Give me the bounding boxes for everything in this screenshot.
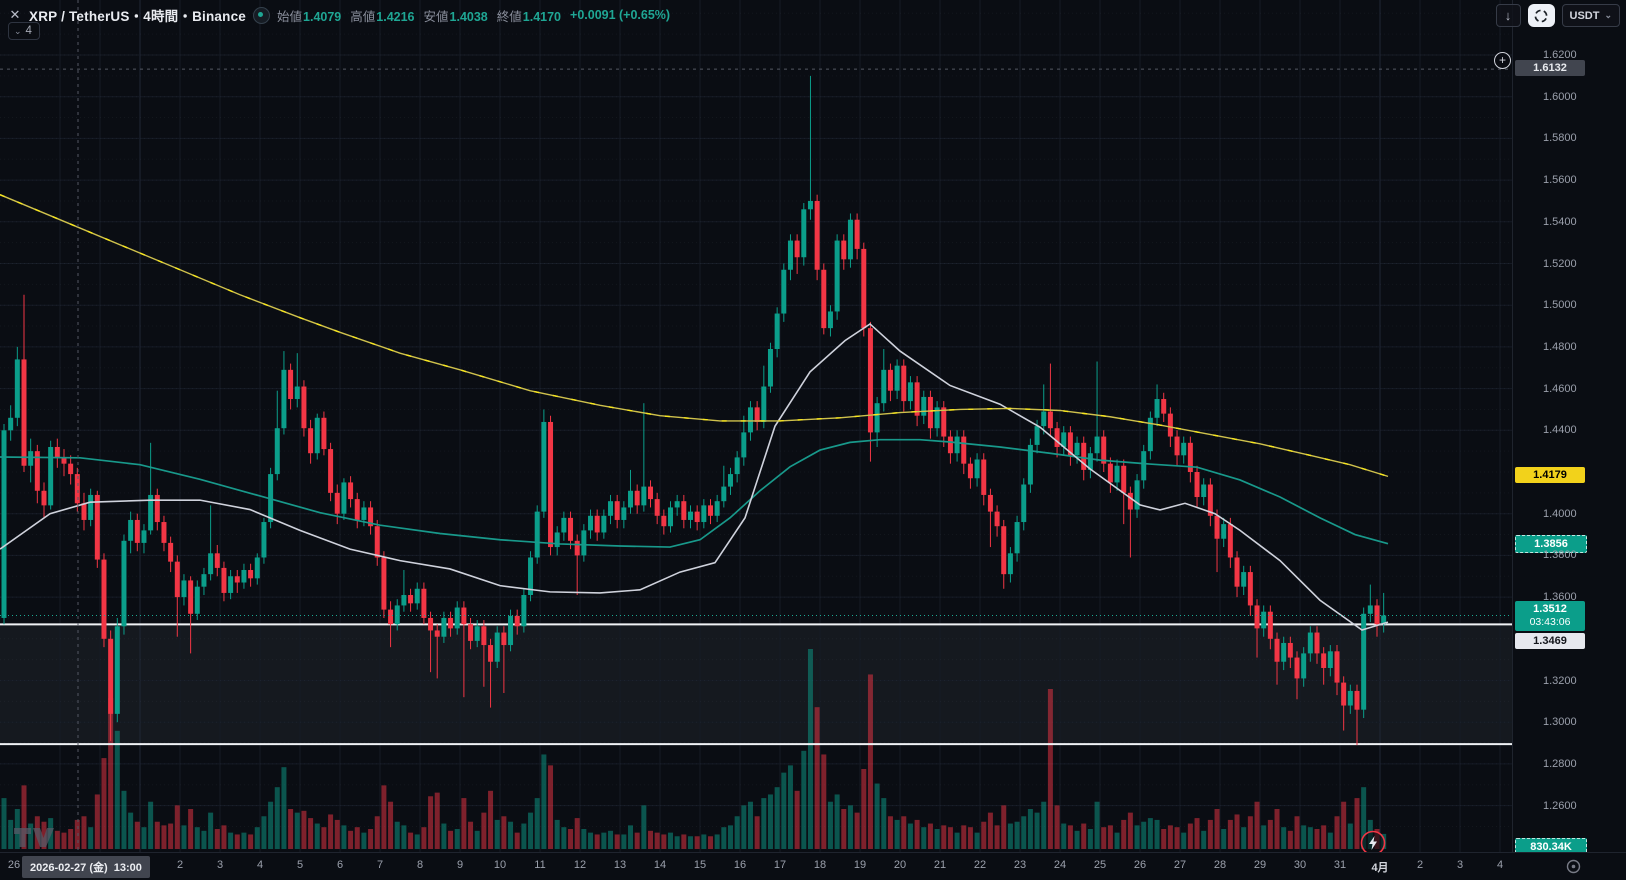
high-value: 1.4216 [376, 9, 415, 24]
time-tick: 2 [176, 859, 184, 871]
time-tick: 22 [973, 859, 987, 871]
price-tick: 1.3600 [1543, 591, 1577, 604]
crosshair-date-label: 2026-02-27 (金) 13:00 [22, 856, 150, 878]
price-tick: 1.3800 [1543, 549, 1577, 562]
axis-settings-icon[interactable] [1565, 858, 1582, 875]
time-tick: 23 [1013, 859, 1027, 871]
time-tick: 6 [336, 859, 344, 871]
change-value: +0.0091 (+0.65%) [570, 8, 671, 22]
open-value: 1.4079 [303, 9, 342, 24]
last-price-label: 1.3512 03:43:06 [1515, 601, 1585, 632]
time-tick: 14 [653, 859, 667, 871]
ma-teal-price-label: 1.3856 [1515, 534, 1587, 553]
price-tick: 1.5000 [1543, 299, 1577, 312]
time-tick: 21 [933, 859, 947, 871]
snapshot-button[interactable] [1527, 4, 1555, 27]
time-tick: 18 [813, 859, 827, 871]
time-tick: 15 [693, 859, 707, 871]
download-button[interactable]: ↓ [1495, 4, 1521, 27]
tradingview-logo[interactable] [14, 828, 54, 847]
time-tick: 19 [853, 859, 867, 871]
time-tick: 7 [376, 859, 384, 871]
time-tick: 30 [1293, 859, 1307, 871]
time-tick: 20 [893, 859, 907, 871]
price-axis[interactable]: + 1.6132 1.4179 1.3856 1.3512 03:43:06 1… [1494, 0, 1626, 856]
hline-price-label: 1.3469 [1515, 633, 1585, 650]
time-tick: 24 [1053, 859, 1067, 871]
price-zone-rectangle[interactable] [0, 624, 1512, 745]
time-tick: 17 [773, 859, 787, 871]
candlestick-chart[interactable] [0, 0, 1512, 852]
time-tick: 3 [216, 859, 224, 871]
price-tick: 1.2600 [1543, 799, 1577, 812]
ohlc-values: 始値1.4079 高値1.4216 安値1.4038 終値1.4170 +0.0… [277, 6, 670, 25]
time-tick: 31 [1333, 859, 1347, 871]
price-tick: 1.4000 [1543, 507, 1577, 520]
time-tick: 8 [416, 859, 424, 871]
close-icon[interactable]: ✕ [9, 7, 21, 22]
price-tick: 1.4800 [1543, 340, 1577, 353]
price-tick: 1.6000 [1543, 90, 1577, 103]
time-tick: 5 [296, 859, 304, 871]
time-tick: 29 [1253, 859, 1267, 871]
currency-dropdown[interactable]: USDT ⌄ [1561, 4, 1620, 27]
time-tick: 26 [1133, 859, 1147, 871]
indicators-collapse-button[interactable]: ⌄ 4 [8, 22, 40, 40]
last-price-value: 1.3512 [1533, 603, 1567, 616]
time-tick: 27 [1173, 859, 1187, 871]
ma-yellow-price-label: 1.4179 [1515, 467, 1585, 484]
time-axis[interactable]: 2026-02-27 (金) 13:00 263月234567891011121… [0, 852, 1626, 880]
price-tick: 1.6200 [1543, 49, 1577, 61]
time-tick: 2 [1416, 859, 1424, 871]
high-label: 高値 [350, 9, 376, 24]
lightning-trade-icon[interactable] [1360, 830, 1386, 853]
price-tick: 1.5200 [1543, 257, 1577, 270]
add-alert-plus-icon[interactable]: + [1494, 52, 1511, 69]
indicators-count: 4 [25, 25, 32, 37]
exchange-logo-icon [253, 6, 271, 24]
time-tick: 13 [613, 859, 627, 871]
time-tick: 28 [1213, 859, 1227, 871]
time-tick: 11 [534, 859, 546, 871]
time-tick: 10 [493, 859, 507, 871]
ma-teal-line[interactable] [0, 438, 1389, 548]
volume-label: 830.34K [1515, 838, 1587, 856]
time-tick: 12 [573, 859, 587, 871]
low-value: 1.4038 [449, 9, 488, 24]
time-tick: 25 [1093, 859, 1107, 871]
bar-countdown: 03:43:06 [1529, 616, 1571, 629]
price-tick: 1.2800 [1543, 757, 1577, 770]
symbol-title[interactable]: XRP / TetherUS・4時間・Binance [29, 9, 247, 24]
price-tick: 1.3200 [1543, 674, 1577, 687]
price-tick: 1.5600 [1543, 174, 1577, 187]
time-tick: 26 [7, 859, 21, 871]
price-tick: 1.4600 [1543, 382, 1577, 395]
download-icon: ↓ [1504, 8, 1512, 23]
close-value: 1.4170 [522, 9, 562, 24]
time-tick: 4 [1496, 859, 1504, 871]
currency-label: USDT [1569, 9, 1600, 22]
candlestick-series [1, 75, 1387, 746]
price-tick: 1.4400 [1543, 424, 1577, 437]
chevron-down-icon: ⌄ [1604, 10, 1612, 20]
chevron-down-icon: ⌄ [14, 25, 22, 36]
price-tick: 1.3000 [1543, 716, 1577, 729]
time-tick: 9 [456, 859, 464, 871]
ma-white-line[interactable] [0, 322, 1389, 631]
price-tick: 1.5800 [1543, 132, 1577, 145]
time-tick: 3 [1456, 859, 1464, 871]
close-label: 終値 [496, 9, 522, 24]
price-tick: 1.5400 [1543, 215, 1577, 228]
ma-yellow-dash-overlay [0, 194, 1389, 478]
low-label: 安値 [423, 9, 449, 24]
top-right-toolbar: ↓ USDT ⌄ [1495, 4, 1620, 27]
chart-legend: ✕ XRP / TetherUS・4時間・Binance 始値1.4079 高値… [8, 5, 670, 25]
crosshair-price-label: 1.6132 [1515, 60, 1585, 77]
open-label: 始値 [277, 9, 303, 24]
time-tick: 4 [256, 859, 264, 871]
time-tick: 16 [733, 859, 747, 871]
dashed-circle-icon [1534, 9, 1548, 22]
time-tick-month: 4月 [1371, 862, 1389, 874]
